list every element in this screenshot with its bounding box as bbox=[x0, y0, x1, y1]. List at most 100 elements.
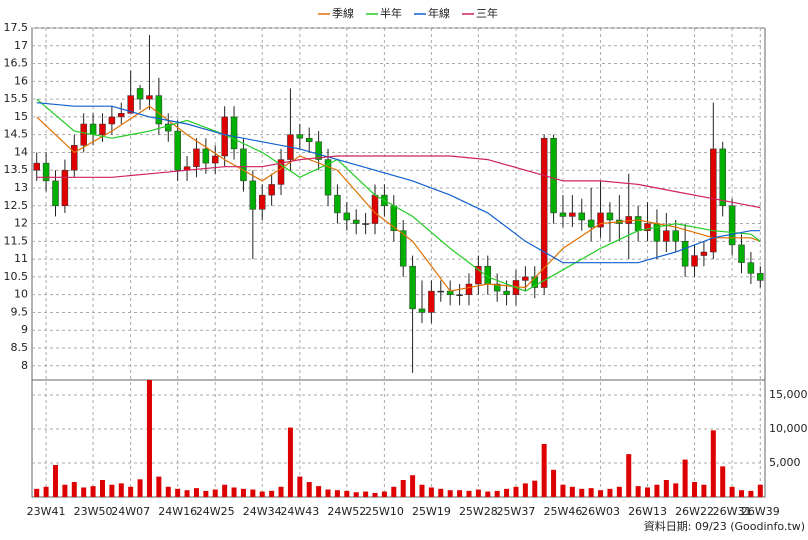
candle-body bbox=[634, 216, 642, 231]
candle-body bbox=[42, 162, 50, 182]
candle-body bbox=[71, 145, 78, 171]
y-tick-label: 8.5 bbox=[11, 341, 29, 354]
volume-bar bbox=[353, 492, 359, 497]
volume-bar bbox=[184, 490, 190, 497]
y-tick-label: 11 bbox=[14, 252, 28, 265]
candle-body bbox=[437, 290, 445, 293]
volume-bar bbox=[128, 486, 134, 497]
candle-body bbox=[155, 95, 163, 125]
volume-bar bbox=[269, 490, 275, 497]
volume-bar bbox=[297, 476, 303, 497]
candle-body bbox=[202, 148, 210, 164]
volume-bar bbox=[363, 491, 369, 497]
legend-label: 三年 bbox=[476, 6, 498, 20]
y-tick-label: 17 bbox=[14, 39, 28, 52]
y-tick-label: 9 bbox=[21, 323, 28, 336]
ma-line bbox=[36, 102, 761, 264]
ma-line bbox=[36, 155, 761, 209]
x-tick-label: 25W28 bbox=[459, 505, 498, 518]
candle-body bbox=[700, 251, 708, 256]
candle-body bbox=[324, 159, 332, 196]
volume-bar bbox=[212, 489, 218, 497]
volume-bar bbox=[156, 476, 162, 497]
volume-bar bbox=[663, 479, 669, 497]
candle-body bbox=[550, 137, 557, 214]
candle-body bbox=[136, 88, 144, 100]
y-tick-label: 8 bbox=[21, 359, 28, 372]
volume-bar bbox=[287, 427, 293, 497]
volume-bar bbox=[203, 490, 209, 497]
volume-bar bbox=[757, 484, 763, 497]
volume-bar bbox=[720, 466, 726, 497]
candle-body bbox=[531, 276, 539, 288]
volume-bar bbox=[682, 459, 688, 497]
volume-bar bbox=[334, 490, 340, 497]
volume-bar bbox=[513, 486, 519, 497]
candle-body bbox=[428, 290, 435, 313]
volume-bar bbox=[438, 488, 444, 497]
candle-body bbox=[165, 123, 172, 132]
volume-bar bbox=[90, 486, 96, 497]
y-tick-label: 12.5 bbox=[4, 199, 29, 212]
volume-bar bbox=[626, 454, 632, 497]
volume-bar bbox=[494, 490, 500, 497]
candle-body bbox=[493, 283, 501, 292]
volume-bar bbox=[259, 491, 265, 497]
candle-body bbox=[89, 123, 97, 135]
candle-body bbox=[399, 230, 407, 267]
candle-body bbox=[681, 241, 689, 267]
candle-body bbox=[475, 265, 482, 285]
candle-body bbox=[174, 130, 181, 171]
candle-body bbox=[80, 123, 87, 146]
candle-body bbox=[409, 265, 416, 310]
x-tick-label: 24W43 bbox=[280, 505, 319, 518]
volume-bar bbox=[372, 492, 378, 497]
volume-bar bbox=[579, 488, 585, 497]
y-tick-label: 16.5 bbox=[4, 57, 29, 70]
volume-bar bbox=[165, 486, 171, 497]
candle-body bbox=[99, 123, 106, 135]
volume-bar bbox=[635, 486, 641, 497]
candle-body bbox=[240, 148, 247, 182]
candle-body bbox=[61, 169, 69, 207]
volume-bar bbox=[175, 488, 181, 497]
volume-bar bbox=[137, 479, 143, 497]
candle-body bbox=[569, 212, 576, 217]
y-tick-label: 13 bbox=[14, 181, 28, 194]
y-tick-label: 11.5 bbox=[4, 234, 29, 247]
volume-bar bbox=[419, 484, 425, 497]
candle-body bbox=[522, 276, 529, 281]
candle-body bbox=[719, 148, 726, 207]
ma-line bbox=[36, 98, 761, 292]
candle-body bbox=[118, 113, 125, 118]
candle-body bbox=[710, 148, 717, 253]
candle-body bbox=[212, 155, 219, 164]
volume-bar bbox=[43, 486, 49, 497]
legend-label: 年線 bbox=[428, 6, 450, 20]
candle-body bbox=[606, 212, 614, 221]
candle-body bbox=[296, 134, 304, 139]
y-tick-label: 14.5 bbox=[4, 128, 29, 141]
volume-bar bbox=[52, 465, 58, 497]
candle-body bbox=[221, 116, 228, 157]
volume-bar bbox=[673, 483, 679, 497]
volume-bar bbox=[598, 490, 604, 497]
volume-bar bbox=[222, 484, 228, 497]
volume-bar bbox=[34, 488, 40, 497]
volume-bar bbox=[381, 491, 387, 497]
volume-bar bbox=[344, 490, 350, 497]
ma-line bbox=[36, 105, 761, 292]
candle-body bbox=[305, 137, 313, 143]
x-tick-label: 24W34 bbox=[243, 505, 282, 518]
x-tick-label: 25W46 bbox=[544, 505, 583, 518]
volume-bar bbox=[541, 443, 547, 497]
candle-body bbox=[672, 230, 679, 242]
volume-bar bbox=[504, 488, 510, 497]
volume-bar bbox=[250, 489, 256, 497]
candle-body bbox=[578, 212, 585, 221]
volume-bar bbox=[729, 486, 735, 497]
y-tick-label: 10.5 bbox=[4, 270, 29, 283]
volume-bar bbox=[231, 487, 237, 497]
x-tick-label: 25W10 bbox=[365, 505, 404, 518]
candle-body bbox=[663, 230, 670, 242]
